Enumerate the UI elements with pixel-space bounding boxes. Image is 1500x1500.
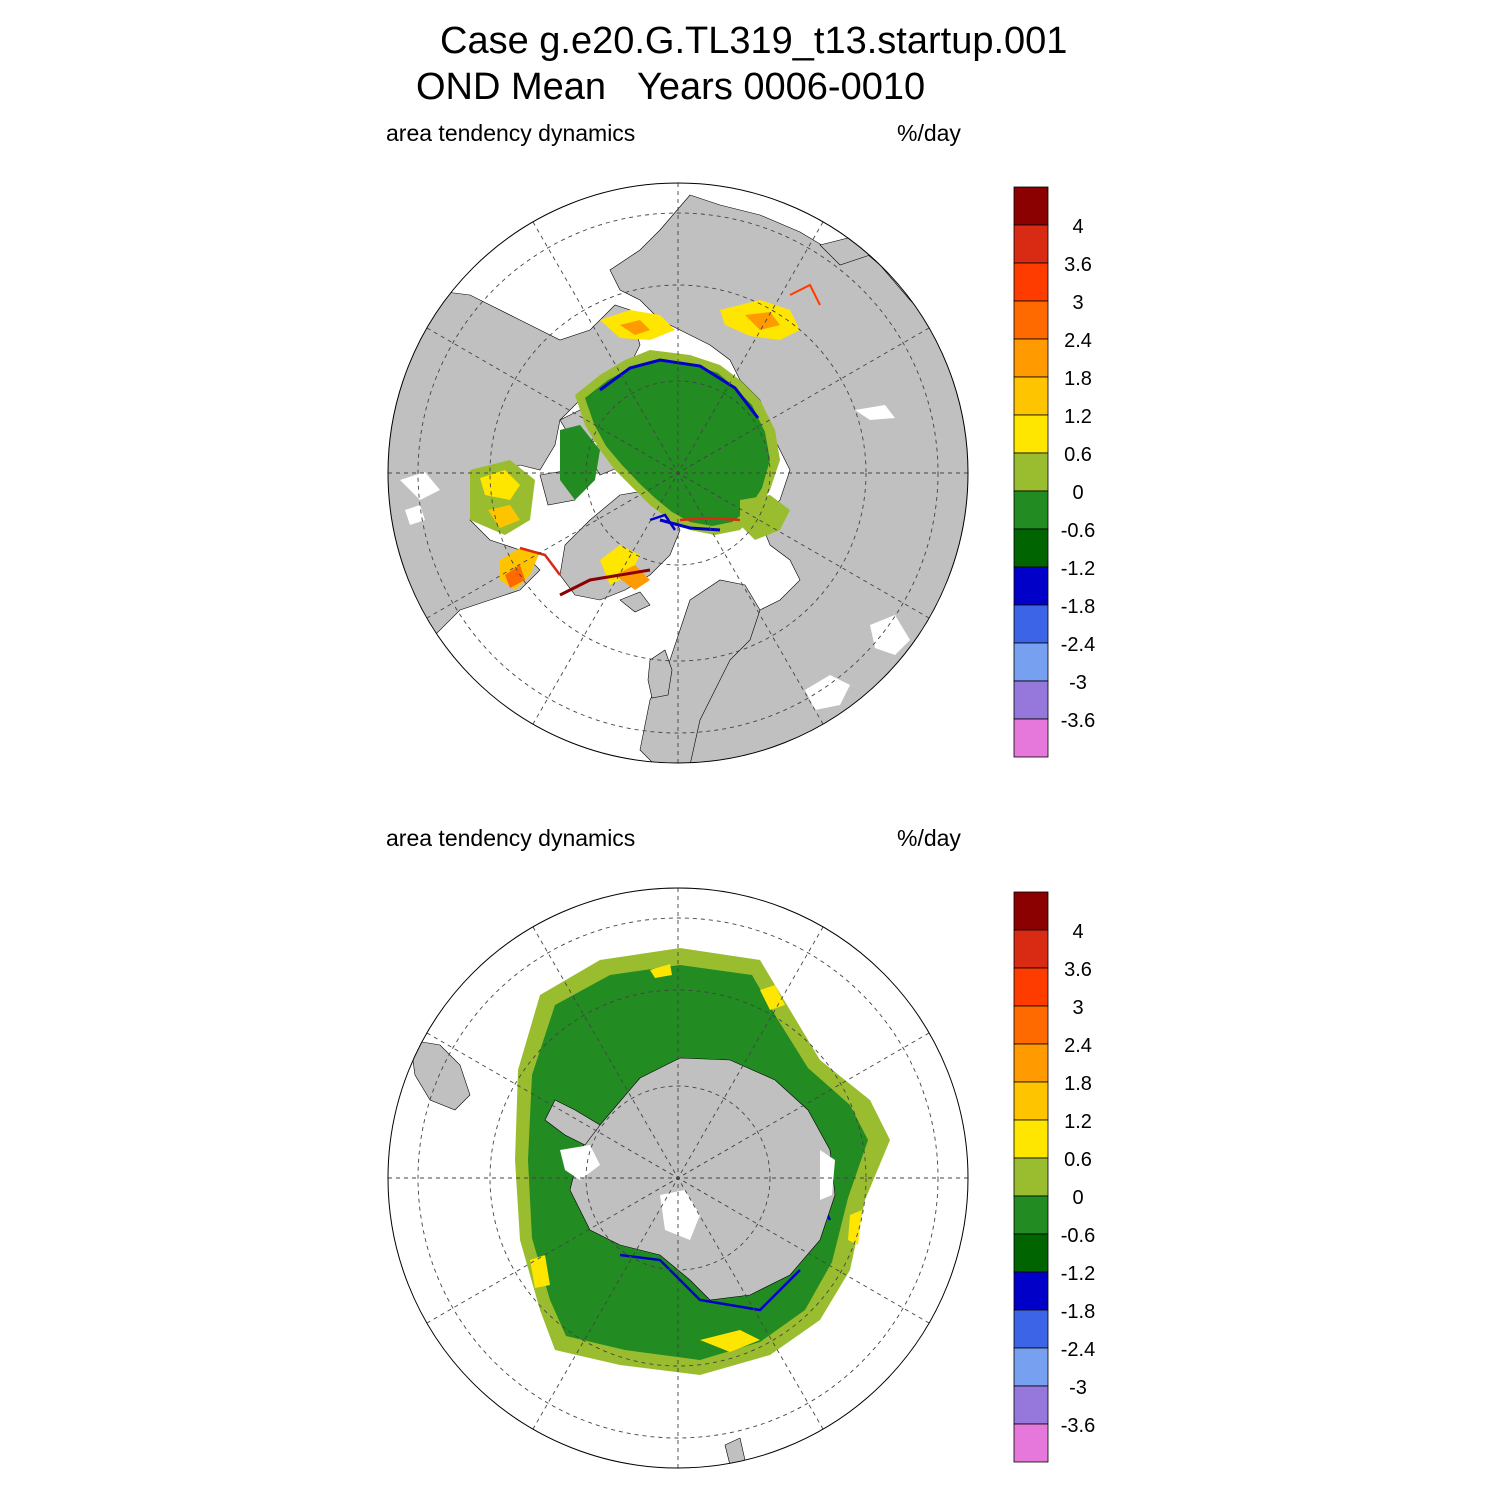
north-colorbar-tick-label: -2.4: [1061, 634, 1095, 656]
antarctic-graticule: [388, 888, 968, 1468]
south-colorbar-swatch: [1013, 1043, 1049, 1083]
south-colorbar-tick-label: 0.6: [1064, 1149, 1092, 1171]
north-colorbar-tick-label: -3.6: [1061, 710, 1095, 732]
north-colorbar-swatch: [1013, 376, 1049, 416]
south-colorbar-swatch: [1013, 1195, 1049, 1235]
north-colorbar-tick-label: -1.8: [1061, 596, 1095, 618]
south-colorbar-tick-label: 3: [1072, 997, 1083, 1019]
figure-title-case: Case g.e20.G.TL319_t13.startup.001: [440, 20, 1068, 62]
north-colorbar-swatch: [1013, 604, 1049, 644]
north-colorbar-tick-label: 0: [1072, 482, 1083, 504]
south-colorbar-swatch: [1013, 1119, 1049, 1159]
north-colorbar-swatch: [1013, 490, 1049, 530]
north-colorbar-tick-label: 3.6: [1064, 254, 1092, 276]
south-colorbar-tick-label: 1.2: [1064, 1111, 1092, 1133]
north-colorbar-swatch: [1013, 300, 1049, 340]
south-colorbar-swatch: [1013, 967, 1049, 1007]
north-colorbar-tick-label: 0.6: [1064, 444, 1092, 466]
south-colorbar: 4 3.6 3 2.4 1.8 1.2 0.6 0 -0.6 -1.2 -1.8 -2.4 -3 -3.6: [1013, 891, 1095, 1463]
south-colorbar-tick-label: 3.6: [1064, 959, 1092, 981]
north-colorbar-swatch: [1013, 186, 1049, 226]
north-colorbar-tick-label: 2.4: [1064, 330, 1092, 352]
south-panel-variable-label: area tendency dynamics: [386, 825, 636, 851]
arctic-map-border: [387, 182, 969, 764]
south-colorbar-tick-label: 1.8: [1064, 1073, 1092, 1095]
north-colorbar-tick-label: -0.6: [1061, 520, 1095, 542]
south-colorbar-swatch: [1013, 1081, 1049, 1121]
south-colorbar-swatch: [1013, 1347, 1049, 1387]
south-colorbar-swatch: [1013, 1233, 1049, 1273]
north-colorbar-tick-label: 1.2: [1064, 406, 1092, 428]
arctic-graticule: [388, 183, 968, 763]
north-colorbar-swatch: [1013, 528, 1049, 568]
south-colorbar-tick-label: 2.4: [1064, 1035, 1092, 1057]
south-colorbar-swatch: [1013, 1157, 1049, 1197]
north-colorbar-swatch: [1013, 224, 1049, 264]
south-colorbar-swatch: [1013, 1385, 1049, 1425]
north-colorbar-swatch: [1013, 566, 1049, 606]
south-panel-units-label: %/day: [897, 825, 961, 851]
antarctic-map: [387, 887, 969, 1469]
south-colorbar-tick-label: -3: [1069, 1377, 1087, 1399]
south-colorbar-swatch: [1013, 1005, 1049, 1045]
north-colorbar-swatch: [1013, 262, 1049, 302]
figure-title-period: OND Mean Years 0006-0010: [416, 66, 926, 108]
south-colorbar-tick-label: -3.6: [1061, 1415, 1095, 1437]
south-colorbar-tick-label: 4: [1072, 921, 1083, 943]
antarctic-map-border: [387, 887, 969, 1469]
north-colorbar-tick-label: 4: [1072, 216, 1083, 238]
north-panel-units-label: %/day: [897, 120, 961, 146]
south-colorbar-tick-label: -2.4: [1061, 1339, 1095, 1361]
north-colorbar-swatch: [1013, 338, 1049, 378]
north-colorbar-tick-label: 3: [1072, 292, 1083, 314]
north-colorbar-tick-label: -1.2: [1061, 558, 1095, 580]
south-colorbar-tick-label: -0.6: [1061, 1225, 1095, 1247]
south-colorbar-swatch: [1013, 929, 1049, 969]
antarctic-land: [409, 1039, 836, 1466]
north-colorbar: 4 3.6 3 2.4 1.8 1.2 0.6 0 -0.6 -1.2 -1.8 -2.4 -3 -3.6: [1013, 186, 1095, 758]
north-colorbar-swatch: [1013, 642, 1049, 682]
south-colorbar-swatch: [1013, 1309, 1049, 1349]
south-colorbar-swatch: [1013, 1423, 1049, 1463]
arctic-map: [387, 182, 969, 764]
south-colorbar-tick-label: 0: [1072, 1187, 1083, 1209]
north-colorbar-swatch: [1013, 452, 1049, 492]
north-panel-variable-label: area tendency dynamics: [386, 120, 636, 146]
south-colorbar-tick-label: -1.8: [1061, 1301, 1095, 1323]
north-colorbar-swatch: [1013, 680, 1049, 720]
north-colorbar-tick-label: 1.8: [1064, 368, 1092, 390]
south-colorbar-swatch: [1013, 891, 1049, 931]
arctic-sea-ice: [470, 283, 821, 597]
north-colorbar-swatch: [1013, 718, 1049, 758]
south-colorbar-swatch: [1013, 1271, 1049, 1311]
north-colorbar-swatch: [1013, 414, 1049, 454]
south-colorbar-tick-label: -1.2: [1061, 1263, 1095, 1285]
north-colorbar-tick-label: -3: [1069, 672, 1087, 694]
